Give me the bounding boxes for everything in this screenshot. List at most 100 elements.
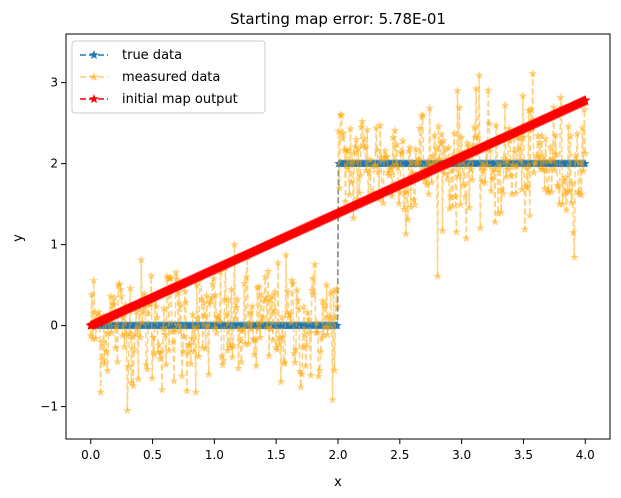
measured-data-point xyxy=(298,342,308,351)
measured-data-point xyxy=(352,135,361,144)
measured-data-point xyxy=(571,151,580,160)
measured-data-point xyxy=(310,259,319,269)
measured-data-point xyxy=(355,188,364,197)
measured-data-point xyxy=(129,381,138,390)
measured-data-point xyxy=(115,279,124,288)
measured-data-point xyxy=(573,129,582,138)
measured-data-point xyxy=(166,273,176,282)
measured-data-point xyxy=(139,289,149,298)
measured-data-point xyxy=(250,335,260,344)
measured-data-point xyxy=(579,166,588,175)
measured-data-point xyxy=(299,302,309,311)
measured-data-point xyxy=(391,160,401,169)
measured-data-point xyxy=(277,312,287,321)
measured-data-point xyxy=(319,330,328,340)
measured-data-point xyxy=(577,190,586,199)
measured-data-point xyxy=(561,172,570,181)
x-tick-label: 0.0 xyxy=(81,448,100,462)
measured-data-point xyxy=(189,347,199,356)
measured-data-point xyxy=(236,336,245,345)
measured-data-point xyxy=(325,323,334,332)
measured-data-point xyxy=(202,291,211,300)
measured-data-point xyxy=(208,279,217,288)
measured-data-point xyxy=(439,136,448,145)
measured-data-point xyxy=(373,167,383,176)
measured-data-point xyxy=(295,366,305,376)
measured-data-point xyxy=(413,159,423,169)
measured-data-point xyxy=(378,198,388,207)
measured-data-point xyxy=(430,130,439,140)
measured-data-point xyxy=(370,161,380,170)
measured-data-point xyxy=(388,132,398,141)
y-tick-label: −1 xyxy=(40,400,58,414)
measured-data-point xyxy=(574,187,583,196)
measured-data-point xyxy=(181,298,191,307)
x-tick-label: 1.5 xyxy=(267,448,286,462)
measured-data-point xyxy=(104,328,113,337)
measured-data-point xyxy=(425,103,434,112)
measured-data-point xyxy=(438,226,447,235)
measured-data-point xyxy=(235,324,244,333)
measured-data-point xyxy=(292,285,302,294)
measured-data-point xyxy=(499,153,509,162)
measured-data-point xyxy=(356,171,365,180)
chart-title: Starting map error: 5.78E-01 xyxy=(230,10,446,28)
measured-data-point xyxy=(179,332,189,341)
measured-data-point xyxy=(97,338,106,347)
measured-data-point xyxy=(338,133,347,142)
measured-data-point xyxy=(269,306,279,315)
measured-data-point xyxy=(412,157,422,167)
measured-data-point xyxy=(459,181,468,190)
measured-data-point xyxy=(537,131,546,140)
measured-data-point xyxy=(343,164,352,173)
measured-data-point xyxy=(167,326,177,336)
measured-data-point xyxy=(396,146,406,156)
measured-data-point xyxy=(522,163,532,172)
measured-data-point xyxy=(227,284,236,293)
measured-data-point xyxy=(512,161,522,171)
measured-data-point xyxy=(86,331,96,340)
legend-marker xyxy=(89,72,99,82)
legend-marker xyxy=(89,50,99,60)
measured-data-point xyxy=(328,395,337,404)
measured-data-point xyxy=(216,267,225,276)
measured-data-point xyxy=(111,343,120,352)
measured-data-point xyxy=(422,180,431,189)
measured-data-point xyxy=(507,189,517,198)
measured-data-point xyxy=(247,324,256,333)
measured-data-point xyxy=(390,125,400,135)
measured-data-point xyxy=(194,352,204,361)
measured-data-point xyxy=(183,347,193,356)
measured-data-point xyxy=(276,377,286,386)
measured-data-point xyxy=(434,121,443,130)
measured-data-point xyxy=(151,301,161,310)
measured-data-point xyxy=(354,144,363,153)
measured-data-point xyxy=(207,293,216,302)
measured-data-point xyxy=(113,357,122,366)
measured-data-point xyxy=(562,205,571,214)
measured-data-point xyxy=(566,131,575,140)
measured-data-point xyxy=(156,347,166,356)
measured-data-point xyxy=(191,387,201,397)
measured-data-point xyxy=(384,171,394,180)
measured-data-point xyxy=(233,294,242,304)
measured-data-point xyxy=(321,323,330,332)
measured-data-point xyxy=(403,215,413,224)
measured-data-point xyxy=(324,312,333,321)
measured-data-point xyxy=(469,122,479,131)
measured-data-point xyxy=(494,164,504,173)
measured-data-point xyxy=(314,371,323,380)
measured-data-point xyxy=(550,165,559,174)
measured-data-point xyxy=(87,290,96,299)
measured-data-point xyxy=(371,123,381,132)
measured-data-point xyxy=(376,152,386,162)
measured-data-point xyxy=(206,296,215,305)
measured-data-point xyxy=(94,307,103,316)
measured-data-point xyxy=(556,92,565,102)
measured-data-point xyxy=(244,339,253,348)
measured-data-point xyxy=(535,137,544,147)
initial-map-output-series xyxy=(85,94,591,331)
measured-data-point xyxy=(337,111,346,120)
measured-data-point xyxy=(450,128,459,138)
measured-data-point xyxy=(493,209,503,218)
